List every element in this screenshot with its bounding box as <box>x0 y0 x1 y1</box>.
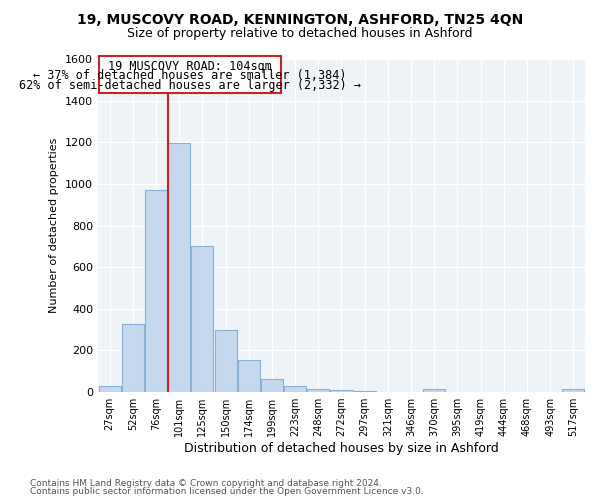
Bar <box>261 378 283 392</box>
Text: 19 MUSCOVY ROAD: 104sqm: 19 MUSCOVY ROAD: 104sqm <box>108 60 272 73</box>
Bar <box>331 390 353 392</box>
Bar <box>562 389 584 392</box>
Bar <box>423 389 445 392</box>
Bar <box>122 324 144 392</box>
Bar <box>215 330 236 392</box>
FancyBboxPatch shape <box>99 56 281 94</box>
Text: Contains public sector information licensed under the Open Government Licence v3: Contains public sector information licen… <box>30 487 424 496</box>
Bar <box>238 360 260 392</box>
Bar <box>284 386 306 392</box>
Text: 19, MUSCOVY ROAD, KENNINGTON, ASHFORD, TN25 4QN: 19, MUSCOVY ROAD, KENNINGTON, ASHFORD, T… <box>77 12 523 26</box>
Bar <box>98 386 121 392</box>
Bar <box>307 389 329 392</box>
Bar <box>145 190 167 392</box>
Text: 62% of semi-detached houses are larger (2,332) →: 62% of semi-detached houses are larger (… <box>19 79 361 92</box>
Text: Size of property relative to detached houses in Ashford: Size of property relative to detached ho… <box>127 28 473 40</box>
Text: ← 37% of detached houses are smaller (1,384): ← 37% of detached houses are smaller (1,… <box>34 70 347 82</box>
Text: Contains HM Land Registry data © Crown copyright and database right 2024.: Contains HM Land Registry data © Crown c… <box>30 478 382 488</box>
X-axis label: Distribution of detached houses by size in Ashford: Distribution of detached houses by size … <box>184 442 499 455</box>
Bar <box>168 144 190 392</box>
Bar <box>191 246 214 392</box>
Y-axis label: Number of detached properties: Number of detached properties <box>49 138 59 313</box>
